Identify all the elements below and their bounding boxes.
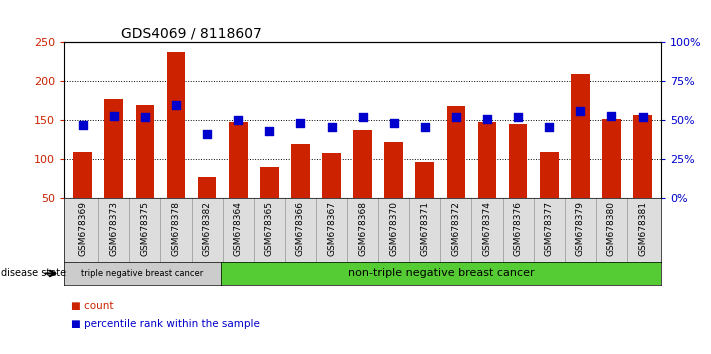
Bar [322,153,341,198]
Point [357,114,368,120]
Point [232,118,244,123]
Text: ■ count: ■ count [71,301,114,311]
Point [201,132,213,137]
Bar [385,142,403,198]
Point [139,114,151,120]
Bar [73,152,92,198]
Bar [105,98,123,198]
Text: GSM678375: GSM678375 [140,201,149,256]
Text: ■ percentile rank within the sample: ■ percentile rank within the sample [71,319,260,329]
Point [637,114,648,120]
Point [77,122,88,128]
Text: GSM678380: GSM678380 [607,201,616,256]
Text: GSM678378: GSM678378 [171,201,181,256]
Bar [291,144,310,198]
Text: GSM678373: GSM678373 [109,201,118,256]
Bar [634,115,652,198]
Point [108,113,119,119]
Text: GSM678379: GSM678379 [576,201,585,256]
Point [294,121,306,126]
Point [419,124,431,130]
Bar [447,106,465,198]
Text: GDS4069 / 8118607: GDS4069 / 8118607 [121,27,262,41]
Point [388,121,400,126]
Text: GSM678372: GSM678372 [451,201,461,256]
Bar [166,52,186,198]
Point [606,113,617,119]
Bar [260,167,279,198]
Bar [136,105,154,198]
Point [450,114,461,120]
Point [481,116,493,122]
Text: GSM678368: GSM678368 [358,201,367,256]
Text: GSM678365: GSM678365 [264,201,274,256]
Text: GSM678364: GSM678364 [234,201,242,256]
Point [170,102,181,108]
Point [264,129,275,134]
Text: non-triple negative breast cancer: non-triple negative breast cancer [348,268,535,279]
Point [326,124,337,130]
Bar [229,122,247,198]
Point [574,108,586,114]
Bar [540,152,559,198]
Text: GSM678381: GSM678381 [638,201,647,256]
Bar [198,177,216,198]
Point [543,124,555,130]
Text: GSM678370: GSM678370 [389,201,398,256]
Text: GSM678374: GSM678374 [483,201,491,256]
Bar [415,162,434,198]
Text: GSM678376: GSM678376 [513,201,523,256]
Bar [509,124,528,198]
Bar [353,131,372,198]
Bar [571,74,589,198]
Text: GSM678382: GSM678382 [203,201,212,256]
Text: GSM678366: GSM678366 [296,201,305,256]
Text: triple negative breast cancer: triple negative breast cancer [82,269,203,278]
Bar [602,119,621,198]
Text: disease state: disease state [1,268,66,279]
Bar [478,122,496,198]
Text: GSM678371: GSM678371 [420,201,429,256]
Text: GSM678377: GSM678377 [545,201,554,256]
Text: GSM678367: GSM678367 [327,201,336,256]
Point [513,114,524,120]
Text: GSM678369: GSM678369 [78,201,87,256]
